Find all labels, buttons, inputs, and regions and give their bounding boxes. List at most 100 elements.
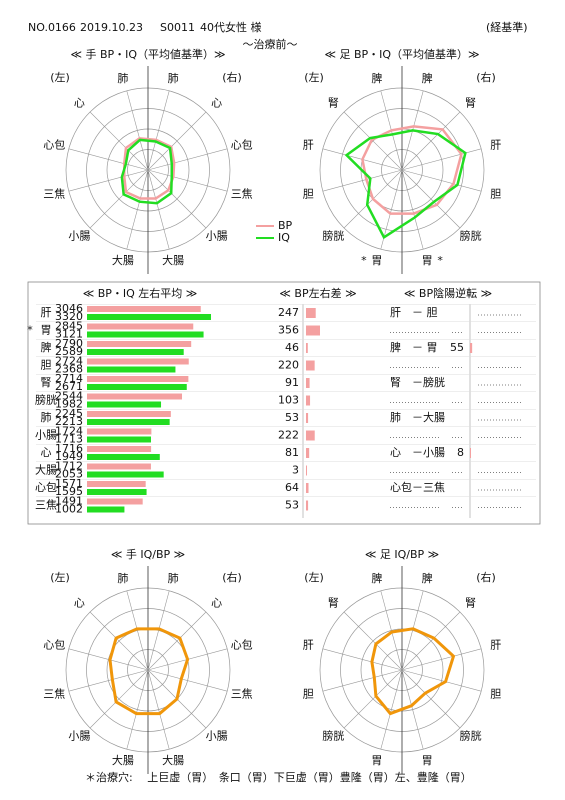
axis-label: 腎 bbox=[328, 97, 339, 110]
bp-bar bbox=[87, 411, 171, 417]
bp-value: 2245 bbox=[55, 407, 83, 420]
spoke bbox=[401, 669, 424, 750]
meridian-name: 小腸 bbox=[35, 429, 57, 442]
spoke bbox=[401, 169, 424, 250]
bp-bar bbox=[87, 341, 192, 347]
iq-bar bbox=[87, 419, 170, 425]
axis-label: 三焦 bbox=[43, 687, 65, 700]
spoke bbox=[401, 669, 461, 729]
radar-line bbox=[108, 627, 190, 716]
axis-label: 小腸 bbox=[68, 729, 90, 742]
side-label: (右) bbox=[476, 570, 496, 584]
header-date: 2019.10.23 bbox=[80, 21, 143, 34]
pair-value: 55 bbox=[450, 341, 464, 354]
bp-bar bbox=[87, 463, 151, 470]
spoke bbox=[147, 669, 170, 750]
iq-bar bbox=[87, 436, 151, 443]
axis-label: 腎 bbox=[465, 597, 476, 610]
iq-value: 3320 bbox=[55, 310, 83, 323]
radar-line bbox=[370, 627, 456, 716]
iq-bar bbox=[87, 506, 125, 513]
bp-bar bbox=[87, 428, 152, 435]
radar-title: ≪ 手 IQ/BP ≫ bbox=[111, 547, 185, 561]
meridian-name: 膀胱 bbox=[35, 393, 57, 407]
spoke bbox=[147, 111, 207, 171]
diff-value: 247 bbox=[278, 306, 299, 319]
axis-label: 大腸 bbox=[162, 753, 184, 767]
bp-value: 1571 bbox=[55, 477, 83, 490]
diff-bar bbox=[306, 483, 309, 493]
axis-label: 肝 bbox=[490, 139, 501, 152]
spoke bbox=[401, 169, 461, 229]
header-no: NO.0166 bbox=[28, 21, 76, 34]
bp-value: 1724 bbox=[55, 425, 83, 438]
axis-label: 胆 bbox=[490, 687, 501, 700]
diff-value: 356 bbox=[278, 324, 299, 337]
axis-label: 肝 bbox=[303, 139, 314, 152]
axis-label: 腎 bbox=[465, 97, 476, 110]
iq-value: 1949 bbox=[55, 450, 83, 463]
iq-value: 2053 bbox=[55, 468, 83, 481]
radar-line bbox=[122, 137, 176, 200]
spoke bbox=[401, 148, 482, 171]
radar-title: ≪ 足 IQ/BP ≫ bbox=[365, 548, 439, 561]
spoke bbox=[147, 169, 207, 229]
side-label: (左) bbox=[304, 71, 324, 84]
iq-value: 2213 bbox=[55, 415, 83, 428]
table-frame bbox=[27, 281, 541, 525]
axis-label: 膀胱 bbox=[322, 728, 344, 742]
side-label: (右) bbox=[222, 70, 242, 84]
spoke bbox=[401, 648, 482, 671]
diff-value: 220 bbox=[278, 359, 299, 372]
spoke bbox=[343, 611, 403, 671]
pair-label: 心 －小腸 bbox=[390, 446, 445, 459]
table-header: ≪ BP陰陽逆転 ≫ bbox=[404, 286, 492, 300]
spoke bbox=[343, 669, 403, 729]
axis-star: * bbox=[437, 254, 443, 267]
iq-bar bbox=[87, 366, 176, 373]
diff-value: 91 bbox=[285, 376, 299, 389]
axis-label: 心 bbox=[211, 97, 222, 110]
radar-line bbox=[120, 138, 174, 205]
spoke bbox=[89, 611, 149, 671]
diff-bar bbox=[306, 325, 320, 336]
spoke bbox=[147, 169, 170, 250]
header-code: S0011 bbox=[160, 21, 195, 34]
meridian-name: 心 bbox=[41, 446, 52, 459]
axis-label: 膀胱 bbox=[322, 228, 344, 242]
spoke bbox=[147, 90, 170, 171]
radar-title: ≪ 手 BP・IQ（平均値基準）≫ bbox=[70, 47, 225, 61]
axis-label: 胆 bbox=[303, 687, 314, 700]
pair-bar bbox=[470, 448, 471, 458]
diff-value: 81 bbox=[285, 446, 299, 459]
diff-bar bbox=[306, 343, 308, 353]
axis-label: 肺 bbox=[117, 72, 128, 85]
footer-note: ＊治療穴: 上巨虚（胃） 条口（胃）下巨虚（胃）豊隆（胃）左、豊隆（胃） bbox=[85, 770, 472, 784]
bp-value: 2845 bbox=[55, 320, 83, 333]
diff-bar bbox=[306, 413, 309, 423]
legend-label: BP bbox=[278, 219, 293, 232]
iq-value: 2589 bbox=[55, 345, 83, 358]
pair-label: 腎 －膀胱 bbox=[390, 375, 445, 389]
bp-value: 1716 bbox=[55, 442, 83, 455]
bp-value: 2790 bbox=[55, 337, 83, 350]
pair-bar bbox=[470, 343, 473, 353]
axis-label: 肝 bbox=[490, 639, 501, 652]
table-header: ≪ BP左右差 ≫ bbox=[279, 286, 356, 300]
axis-label: 心包 bbox=[43, 139, 65, 152]
iq-bar bbox=[87, 454, 160, 460]
bp-bar bbox=[87, 481, 146, 487]
spoke bbox=[68, 669, 149, 692]
bp-bar bbox=[87, 498, 143, 505]
bp-bar bbox=[87, 376, 189, 382]
iq-value: 1002 bbox=[55, 503, 83, 516]
pair-value: 8 bbox=[457, 446, 464, 459]
spoke bbox=[89, 111, 149, 171]
iq-value: 3121 bbox=[55, 328, 83, 341]
meridian-name: 脾 bbox=[41, 340, 52, 354]
spoke bbox=[322, 669, 403, 692]
meridian-star: * bbox=[27, 324, 33, 337]
diff-value: 46 bbox=[285, 341, 299, 354]
meridian-name: 肝 bbox=[41, 306, 52, 319]
